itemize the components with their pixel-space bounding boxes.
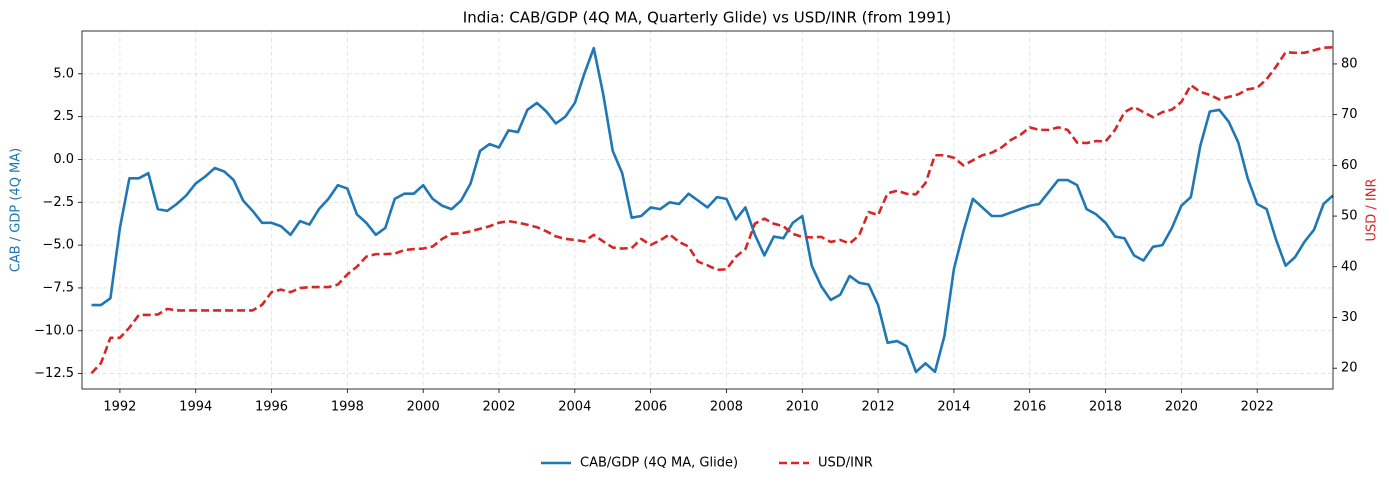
y2-tick-label: 20 xyxy=(1341,361,1358,376)
x-tick-label: 2018 xyxy=(1089,400,1122,415)
x-tick-label: 2022 xyxy=(1241,400,1274,415)
legend-label: USD/INR xyxy=(818,456,873,471)
y2-tick-label: 70 xyxy=(1341,107,1358,122)
x-tick-label: 2014 xyxy=(937,400,970,415)
x-tick-label: 1996 xyxy=(255,400,288,415)
y2-axis-label: USD / INR xyxy=(1365,178,1380,241)
y2-tick-label: 50 xyxy=(1341,209,1358,224)
x-tick-label: 1994 xyxy=(179,400,212,415)
y-tick-label: −10.0 xyxy=(34,323,74,338)
y-tick-label: 2.5 xyxy=(53,109,74,124)
x-tick-label: 2012 xyxy=(862,400,895,415)
y-tick-label: −2.5 xyxy=(42,195,74,210)
x-tick-label: 1998 xyxy=(331,400,364,415)
y-tick-label: 0.0 xyxy=(53,152,74,167)
x-tick-label: 2016 xyxy=(1013,400,1046,415)
x-tick-label: 2008 xyxy=(710,400,743,415)
y-tick-label: −5.0 xyxy=(42,238,74,253)
x-tick-label: 2006 xyxy=(634,400,667,415)
y2-tick-label: 40 xyxy=(1341,259,1358,274)
x-tick-label: 2002 xyxy=(482,400,515,415)
y-tick-label: 5.0 xyxy=(53,66,74,81)
y2-tick-label: 30 xyxy=(1341,310,1358,325)
legend-label: CAB/GDP (4Q MA, Glide) xyxy=(580,456,738,471)
x-tick-label: 2004 xyxy=(558,400,591,415)
y-axis-label: CAB / GDP (4Q MA) xyxy=(9,148,24,272)
series-line xyxy=(91,46,1334,374)
x-tick-label: 1992 xyxy=(103,400,136,415)
series-line xyxy=(90,45,1334,375)
x-tick-label: 2020 xyxy=(1165,400,1198,415)
y2-tick-label: 80 xyxy=(1341,56,1358,71)
y-tick-label: −12.5 xyxy=(34,366,74,381)
y-tick-label: −7.5 xyxy=(42,280,74,295)
plot-frame xyxy=(81,30,1334,390)
chart-title: India: CAB/GDP (4Q MA, Quarterly Glide) … xyxy=(463,9,951,27)
y2-tick-label: 60 xyxy=(1341,158,1358,173)
x-tick-label: 2010 xyxy=(786,400,819,415)
x-tick-label: 2000 xyxy=(407,400,440,415)
